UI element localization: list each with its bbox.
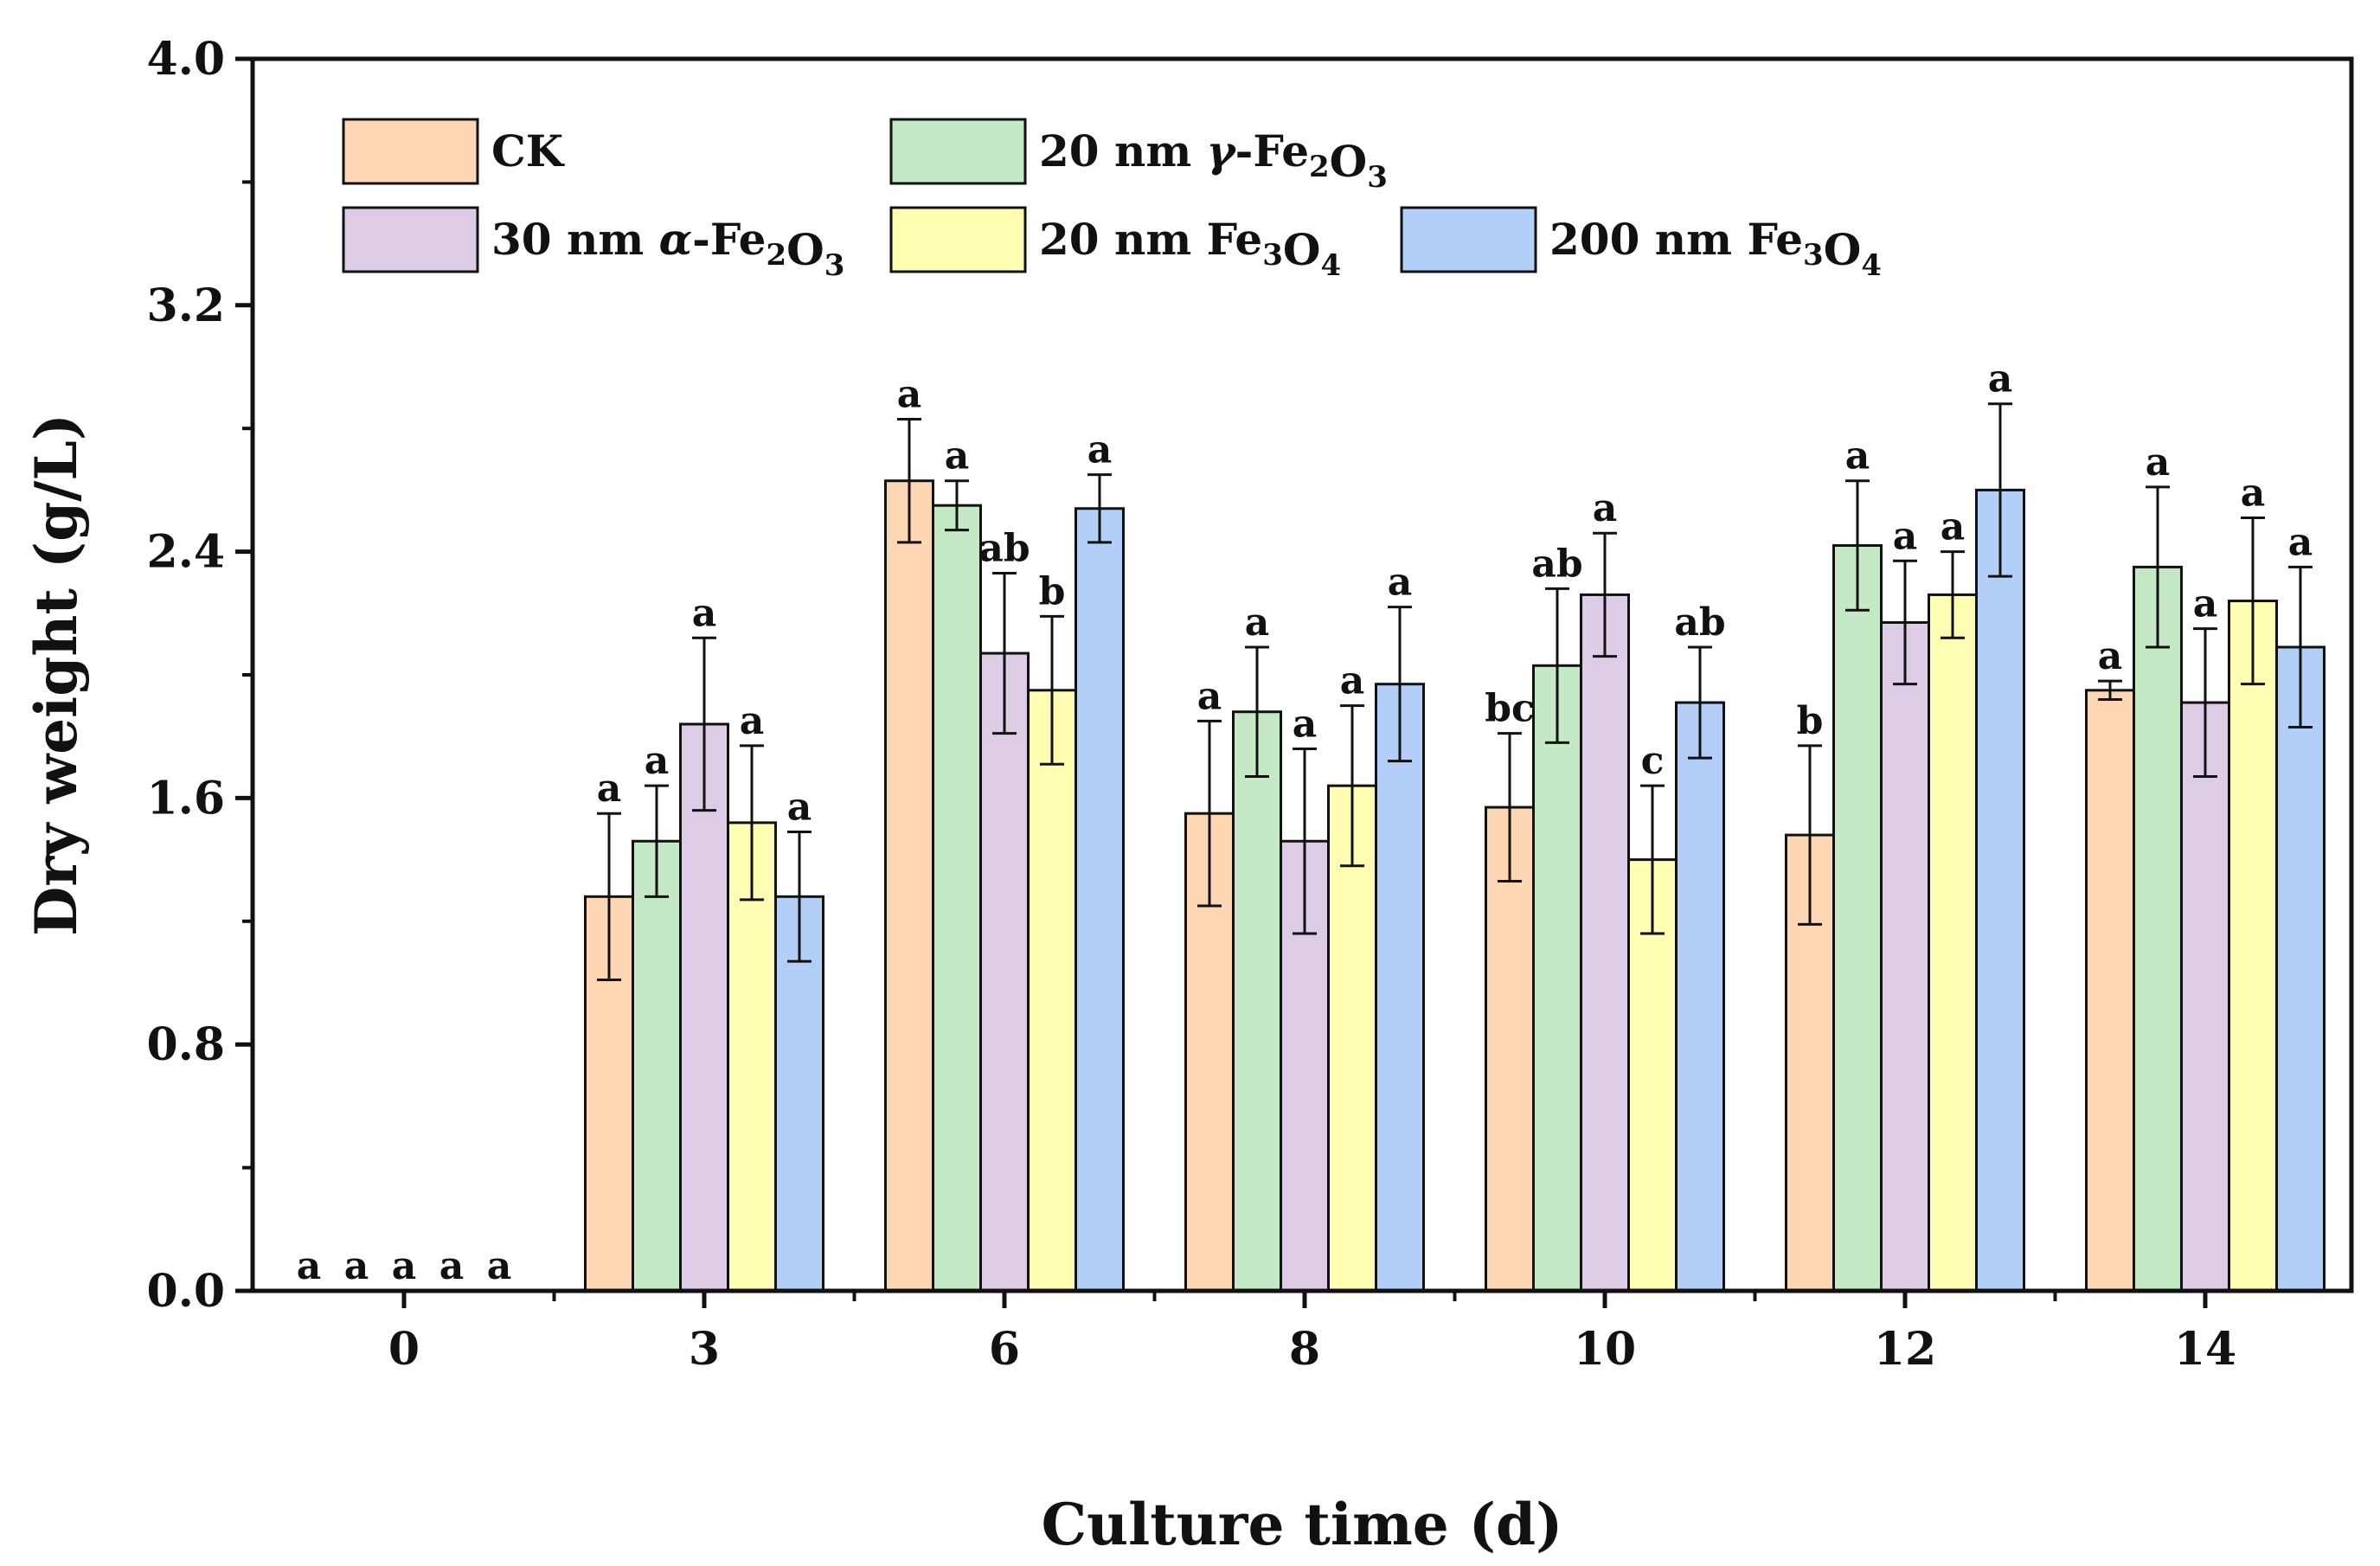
significance-label: a	[1197, 674, 1222, 718]
y-tick-label: 3.2	[147, 279, 225, 332]
y-tick-label: 0.8	[147, 1018, 225, 1071]
legend-label: 200 nm Fe3O4	[1549, 214, 1882, 283]
bar-20-nm-γ-Fe2O3-day-12	[1832, 543, 1883, 1293]
significance-label: b	[1039, 569, 1066, 613]
bar-200-nm-Fe3O4-day-14	[2275, 645, 2325, 1293]
bar-30-nm-α-Fe2O3-day-6	[979, 651, 1030, 1293]
significance-label: ab	[978, 527, 1030, 571]
significance-label: a	[597, 767, 622, 811]
significance-label: a	[787, 786, 812, 830]
significance-label: a	[1893, 514, 1918, 558]
x-tick-label: 8	[1289, 1323, 1320, 1376]
bar-200-nm-Fe3O4-day-10	[1675, 701, 1725, 1293]
significance-label: a	[1087, 428, 1113, 472]
significance-label: a	[2098, 634, 2123, 678]
x-axis-title: Culture time (d)	[1042, 1491, 1563, 1558]
bar-200-nm-Fe3O4-day-6	[1075, 507, 1125, 1293]
significance-label: a	[897, 373, 922, 417]
significance-label: a	[945, 434, 970, 478]
significance-label: a	[297, 1244, 322, 1288]
significance-label: c	[1641, 739, 1665, 783]
significance-label: a	[740, 699, 765, 743]
bar-20-nm-Fe3O4-day-6	[1027, 689, 1077, 1293]
significance-label: a	[1941, 505, 1966, 549]
legend-swatch	[342, 118, 479, 185]
significance-label: a	[1293, 702, 1318, 746]
x-tick-label: 3	[689, 1323, 720, 1376]
bar-20-nm-γ-Fe2O3-day-3	[632, 839, 682, 1293]
significance-label: a	[2288, 520, 2313, 564]
bar-20-nm-γ-Fe2O3-day-14	[2133, 565, 2183, 1293]
y-tick-label: 0.0	[147, 1265, 225, 1318]
legend-swatch	[889, 118, 1027, 185]
bar-30-nm-α-Fe2O3-day-10	[1580, 593, 1630, 1293]
x-tick-label: 6	[989, 1323, 1020, 1376]
x-tick-label: 12	[1874, 1323, 1936, 1376]
legend-item-CK: CK	[342, 118, 565, 185]
significance-label: b	[1797, 699, 1824, 743]
bar-30-nm-α-Fe2O3-day-3	[679, 722, 729, 1293]
bar-20-nm-Fe3O4-day-14	[2228, 600, 2278, 1293]
significance-label: bc	[1485, 687, 1535, 731]
significance-label: ab	[1531, 542, 1582, 586]
significance-label: a	[1845, 434, 1870, 478]
significance-label: a	[1593, 486, 1618, 530]
significance-label: ab	[1674, 600, 1725, 645]
legend-item-20-nm-Fe3O4: 20 nm Fe3O4	[889, 206, 1341, 283]
legend-swatch	[342, 206, 479, 273]
bar-CK-day-6	[884, 479, 934, 1293]
y-tick-label: 2.4	[147, 526, 225, 579]
legend-label: 20 nm γ-Fe2O3	[1039, 125, 1388, 195]
legend-label: 20 nm Fe3O4	[1039, 214, 1341, 283]
legend-swatch	[1400, 206, 1537, 273]
significance-label: a	[1340, 659, 1365, 703]
y-axis-title: Dry weight (g/L)	[22, 414, 90, 936]
significance-label: a	[645, 739, 670, 783]
x-tick-label: 14	[2174, 1323, 2236, 1376]
bar-30-nm-α-Fe2O3-day-12	[1880, 620, 1930, 1293]
significance-label: a	[1245, 600, 1270, 645]
legend-item-20-nm-γ-Fe2O3: 20 nm γ-Fe2O3	[889, 118, 1388, 195]
legend-label: CK	[491, 125, 565, 176]
bar-CK-day-14	[2085, 689, 2135, 1293]
legend-label: 30 nm α-Fe2O3	[491, 214, 844, 283]
bar-20-nm-γ-Fe2O3-day-6	[932, 504, 982, 1293]
significance-label: a	[2146, 440, 2171, 485]
bar-200-nm-Fe3O4-day-12	[1975, 488, 2025, 1293]
bar-CK-day-10	[1485, 805, 1535, 1293]
bar-20-nm-Fe3O4-day-12	[1928, 593, 1978, 1293]
legend-item-30-nm-α-Fe2O3: 30 nm α-Fe2O3	[342, 206, 844, 283]
legend-item-200-nm-Fe3O4: 200 nm Fe3O4	[1400, 206, 1882, 283]
significance-label: a	[1988, 357, 2013, 401]
significance-label: a	[439, 1244, 465, 1288]
significance-label: a	[392, 1244, 417, 1288]
x-tick-label: 10	[1574, 1323, 1636, 1376]
y-tick-label: 1.6	[147, 772, 225, 825]
x-tick-label: 0	[388, 1323, 420, 1376]
bar-20-nm-γ-Fe2O3-day-10	[1532, 664, 1582, 1293]
significance-label: a	[344, 1244, 369, 1288]
significance-label: a	[487, 1244, 512, 1288]
y-tick-label: 4.0	[147, 33, 225, 86]
significance-label: a	[692, 591, 717, 635]
significance-label: a	[1388, 561, 1413, 605]
bar-30-nm-α-Fe2O3-day-14	[2180, 701, 2230, 1293]
significance-label: a	[2193, 582, 2218, 626]
bar-200-nm-Fe3O4-day-8	[1375, 683, 1425, 1293]
significance-label: a	[2241, 471, 2266, 515]
bar-20-nm-γ-Fe2O3-day-8	[1232, 710, 1282, 1293]
legend-swatch	[889, 206, 1027, 273]
bar-200-nm-Fe3O4-day-3	[774, 895, 824, 1293]
